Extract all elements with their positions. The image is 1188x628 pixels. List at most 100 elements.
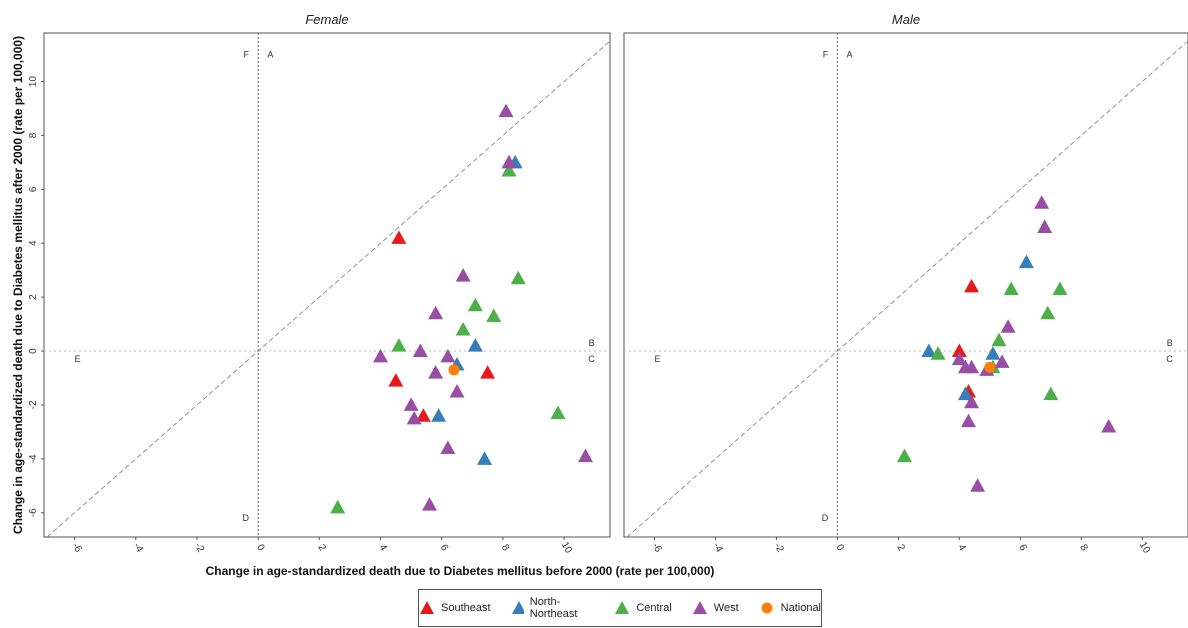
x-tick-label: -4 [131,541,145,555]
point-national [984,361,996,373]
quadrant-label-d: D [822,513,829,523]
point-west [578,448,594,463]
x-tick-label: 10 [559,540,574,556]
point-north-northeast [921,343,937,358]
reference-lines [624,33,1188,537]
data-points [896,195,1117,492]
quadrant-label-c: C [588,354,595,364]
point-central [550,405,566,420]
y-tick-label: 6 [28,186,39,192]
point-southeast [951,343,967,358]
point-central [330,499,346,514]
point-west [412,343,428,358]
point-north-northeast [985,346,1001,360]
y-tick-label: 2 [28,294,39,300]
data-points [330,103,594,514]
y-tick-label: -6 [28,508,39,517]
legend-item-north-northeast: North-Northeast [511,596,595,620]
legend-label: Central [636,602,672,614]
point-central [1043,386,1059,401]
x-tick-label: 2 [894,543,907,554]
point-north-northeast [957,386,973,401]
point-central [501,162,517,177]
quadrant-label-f: F [243,50,249,60]
panel-female: Female -6 -4 -2 0 2 4 6 8 10 -6 -4 -2 0 2 4 6 8 10 F A BC D E [28,12,611,556]
x-tick-label: 0 [833,543,846,554]
point-central [486,308,502,322]
y-tick-label: -4 [28,454,39,463]
point-west [964,359,980,374]
identity-line [46,40,610,537]
point-west [373,348,389,363]
legend-label: North-Northeast [529,596,578,620]
panel-frame [43,32,611,538]
point-central [1052,281,1068,296]
y-tick-label: 10 [28,76,39,88]
point-west [1000,319,1016,333]
point-central [455,321,471,336]
point-west [440,348,456,363]
point-north-northeast [467,338,483,352]
legend-marker-triangle [511,601,524,614]
x-tick-label: 4 [955,543,968,554]
quadrant-label-e: E [654,354,660,364]
legend-marker-triangle [420,601,434,614]
point-west [403,397,419,411]
point-west [449,383,465,398]
identity-line [626,40,1188,537]
point-west [951,351,967,366]
point-west [994,354,1010,368]
x-tick-label: -2 [192,541,206,555]
point-west [960,413,976,428]
point-west [970,478,986,492]
y-tick-label: -2 [28,400,39,409]
legend: Southeast North-Northeast Central West Natio… [418,589,822,627]
x-tick-label: 6 [438,543,451,554]
quadrant-label-b: B [1167,338,1173,348]
point-west [1037,219,1053,234]
x-tick-label: 2 [315,543,328,554]
legend-marker-triangle [615,601,630,614]
point-west [428,305,444,320]
point-central [930,346,946,360]
quadrant-label-d: D [242,513,249,523]
quadrant-label-e: E [75,354,81,364]
quadrant-label-c: C [1166,354,1173,364]
point-west [421,497,437,511]
y-axis-title: Change in age-standardized death due to … [11,36,25,534]
point-central [391,338,407,352]
legend-item-central: Central [614,601,672,615]
point-west [964,394,980,409]
quadrant-label-f: F [823,50,829,60]
point-central [467,297,483,312]
panel-male: Male -6 -4 -2 0 2 4 6 8 10 F A BC D E [623,12,1188,556]
point-west [1034,195,1050,209]
point-north-northeast [477,451,493,465]
point-west [406,410,422,425]
quadrant-label-a: A [847,50,853,60]
x-tick-label: -6 [70,541,84,555]
point-southeast [391,230,407,244]
panel-title: Male [892,12,920,27]
legend-item-west: West [692,601,739,615]
y-tick-label: 0 [28,348,39,354]
point-west [501,154,517,169]
legend-item-national: National [759,601,821,615]
point-central [991,332,1007,347]
x-tick-label: 0 [254,543,267,554]
point-central [510,270,526,285]
reference-lines [44,33,610,537]
point-southeast [964,278,980,293]
point-west [428,365,444,379]
legend-label: National [780,602,821,614]
x-tick-label: 8 [1077,543,1090,554]
point-central [1040,305,1056,320]
x-tick-label: 4 [377,543,390,554]
x-tick-label: 6 [1016,543,1029,554]
point-west [440,440,456,455]
x-axis-title: Change in age-standardized death due to … [206,564,715,578]
point-southeast [388,373,404,387]
x-tick-label: 10 [1137,540,1152,556]
point-north-northeast [431,408,447,422]
